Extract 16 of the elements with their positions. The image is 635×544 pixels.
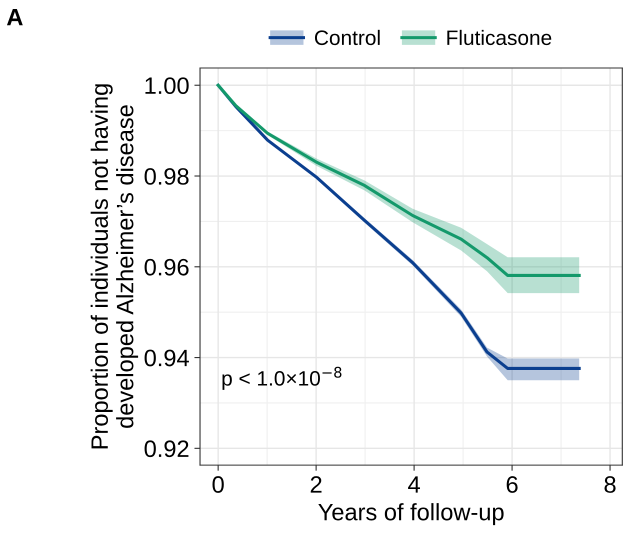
y-tick-label: 0.94 — [144, 350, 189, 366]
legend-label: Control — [314, 30, 380, 46]
y-tick-label: 0.98 — [144, 168, 189, 185]
chart-title: A — [6, 9, 23, 26]
x-tick-label: 8 — [604, 476, 616, 493]
y-tick-label: 0.92 — [144, 440, 188, 458]
y-axis-title: Proportion of individuals not having developed Alzheimer’s disease — [90, 84, 138, 448]
x-tick-label: 0 — [212, 476, 224, 493]
y-tick-label: 0.96 — [144, 258, 189, 276]
x-tick-label: 2 — [310, 476, 322, 493]
y-tick-label: 1.00 — [145, 77, 189, 94]
annotation: p < 1.0×10$^{−8}$ — [222, 366, 342, 390]
x-axis-title: Years of follow-up — [318, 503, 504, 526]
x-tick-label: 4 — [408, 476, 420, 493]
x-tick-label: 6 — [506, 476, 518, 493]
legend-label: Fluticasone — [447, 30, 552, 46]
